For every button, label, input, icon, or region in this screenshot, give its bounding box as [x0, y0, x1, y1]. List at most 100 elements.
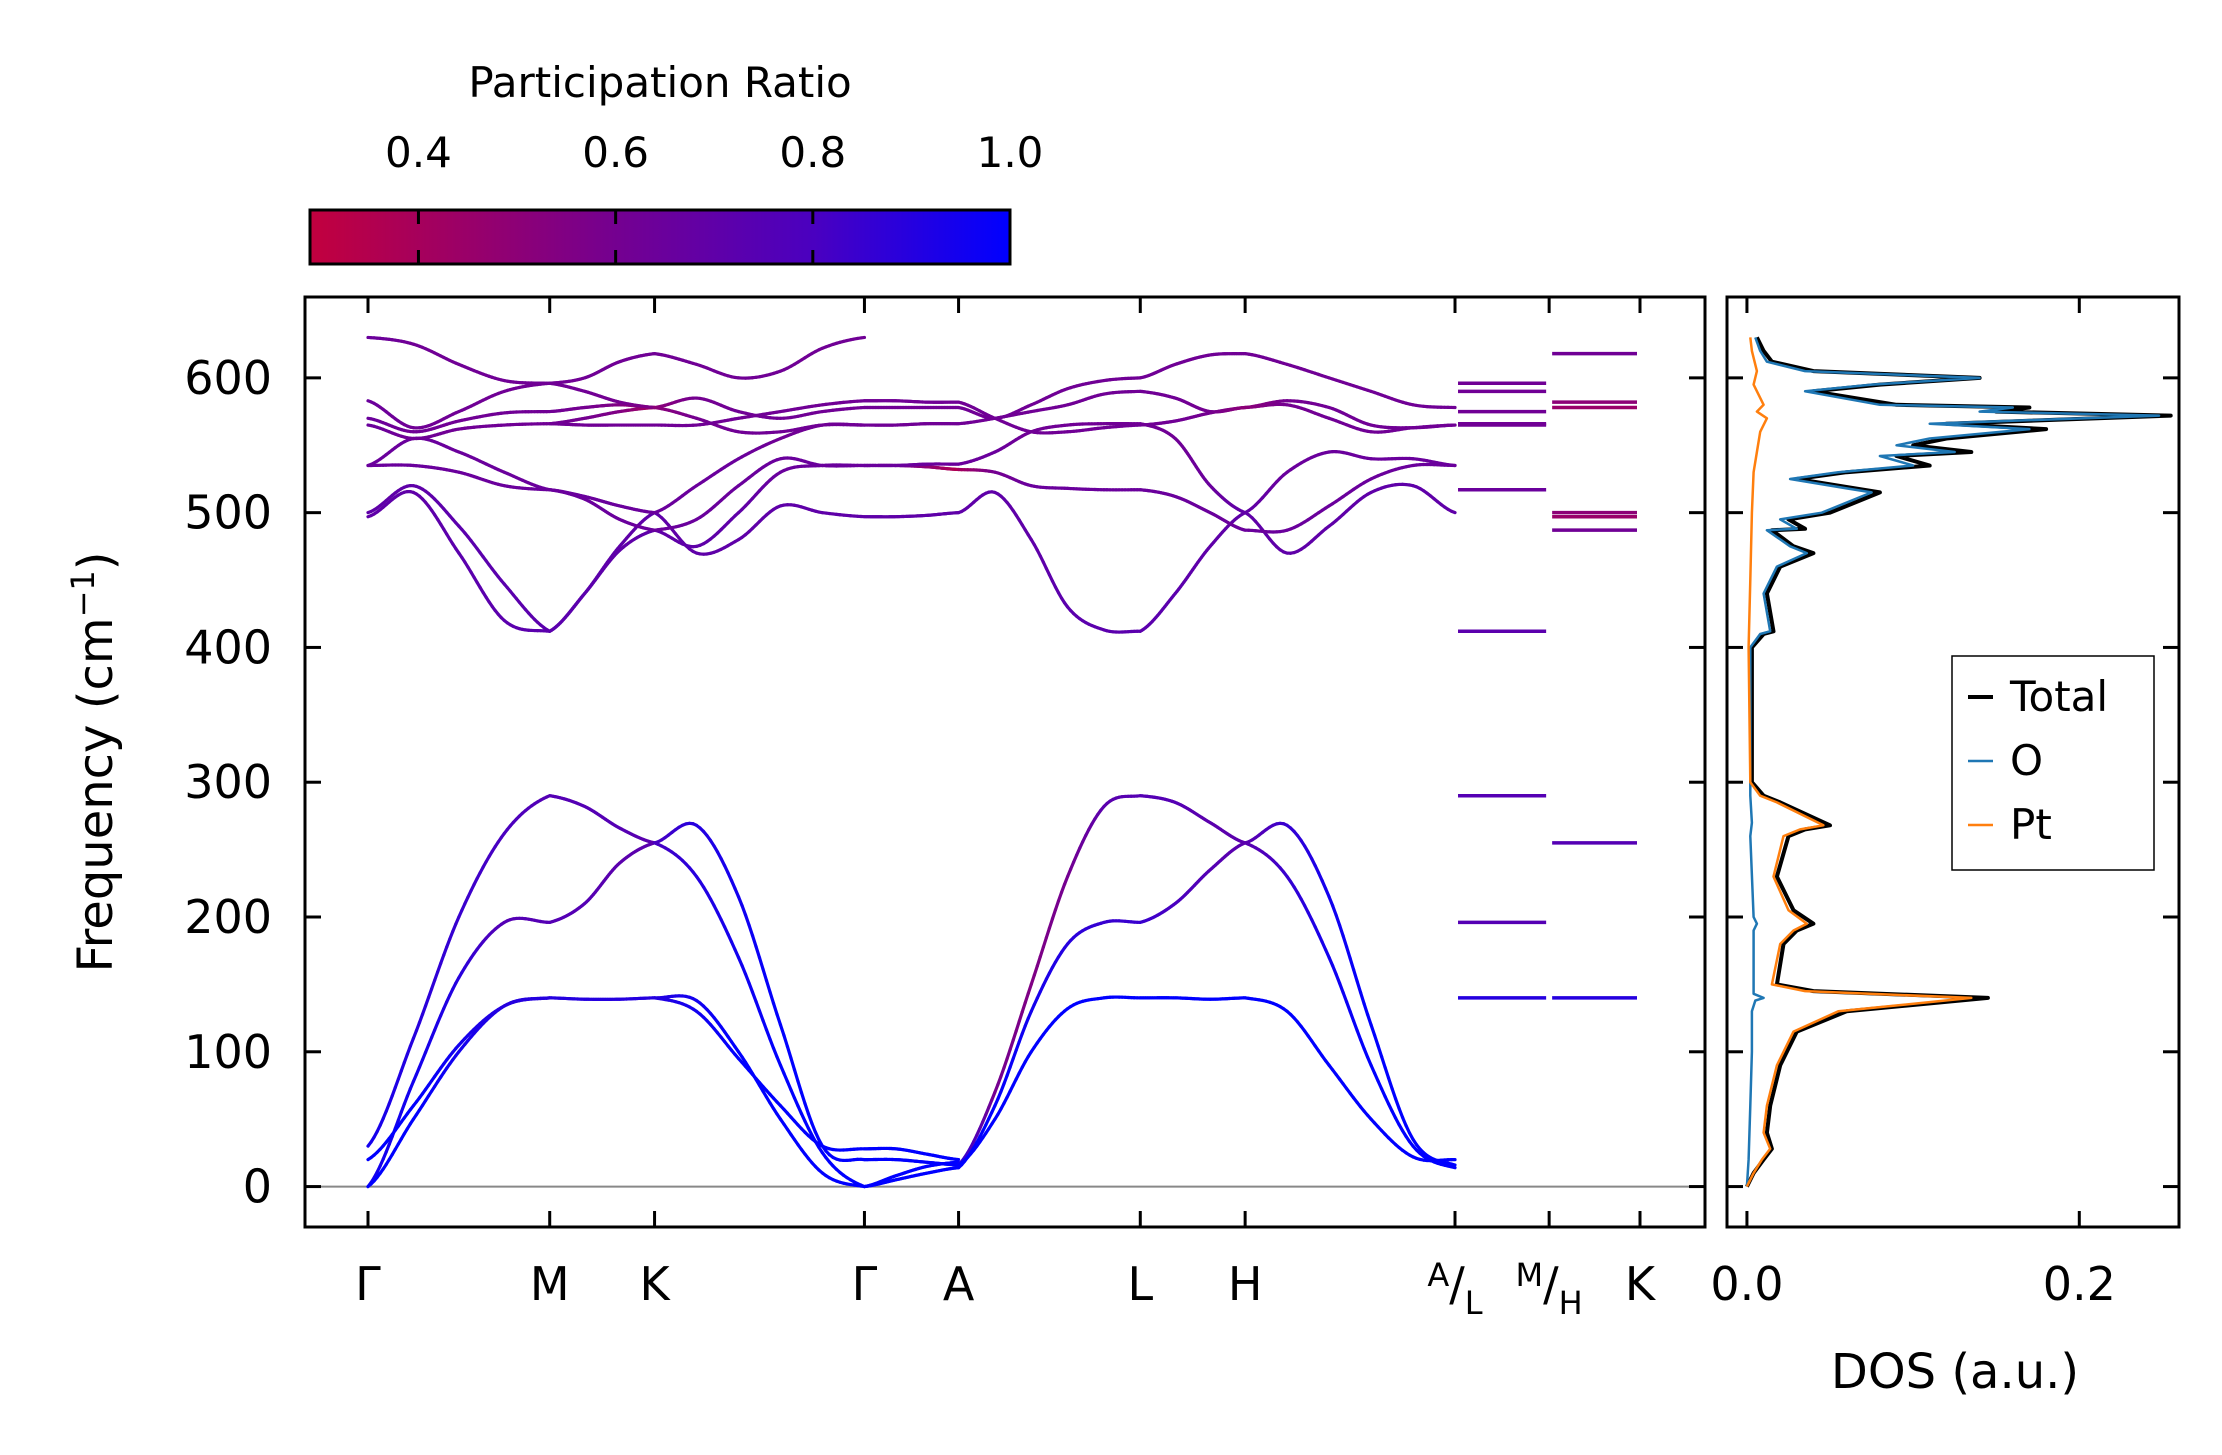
band-line — [862, 511, 961, 519]
y-tick-label: 100 — [184, 1025, 272, 1079]
band-line-segment — [747, 981, 755, 994]
band-line-segment — [1355, 979, 1363, 995]
band-line-segment — [1355, 1028, 1363, 1042]
band-line — [1138, 405, 1247, 427]
y-tick-label: 500 — [184, 486, 272, 540]
band-line-segment — [789, 1056, 797, 1072]
band-line — [366, 463, 552, 492]
k-point-label: H — [1228, 1257, 1263, 1311]
dos-x-axis-label: DOS (a.u.) — [1831, 1344, 2079, 1400]
k-point-label: M/H — [1516, 1256, 1583, 1322]
dos-legend: Total O Pt — [1951, 655, 2155, 871]
dos-panel: 0.0 0.2 DOS (a.u.) Total O Pt — [1710, 295, 2181, 1400]
band-line — [1138, 794, 1247, 845]
band-line-segment — [1386, 1076, 1394, 1091]
band-line-segment — [768, 1037, 776, 1050]
dos-x-tick-label: 0.0 — [1710, 1257, 1783, 1311]
band-line — [1243, 450, 1457, 515]
y-tick-label: 0 — [243, 1160, 272, 1214]
band-line-segment — [1341, 990, 1349, 1004]
dos-plot-frame — [1725, 295, 2181, 1229]
y-tick-label: 200 — [184, 890, 272, 944]
band-line — [652, 405, 867, 435]
band-line-segment — [757, 1009, 765, 1023]
band-line — [1243, 996, 1457, 1163]
colorbar-tick-label: 0.6 — [582, 128, 649, 177]
band-line — [956, 400, 1142, 435]
band-plot-frame — [303, 295, 1707, 1229]
colorbar-gradient — [308, 208, 1012, 266]
band-line-segment — [1348, 1009, 1356, 1023]
band-line — [548, 422, 657, 427]
band-line — [652, 396, 867, 420]
dos-ticks: 0.0 0.2 — [1710, 297, 2179, 1311]
band-line-segment — [1365, 1012, 1373, 1027]
band-line-segment — [1038, 945, 1045, 959]
band-line-segment — [796, 1079, 804, 1095]
colorbar: Participation Ratio 0.4 0.6 0.8 1.0 — [308, 58, 1043, 266]
band-line — [862, 462, 961, 468]
band-line — [956, 467, 1142, 492]
band-line-segment — [1044, 926, 1052, 940]
band-panel: 0 100 200 300 400 500 600 Γ M K Γ A L H A/L M/H K Frequ… — [64, 295, 1707, 1322]
band-line — [1138, 511, 1247, 633]
band-line-segment — [803, 1101, 811, 1116]
band-line-segment — [1334, 913, 1342, 927]
band-line — [652, 399, 867, 428]
band-line-segment — [1358, 990, 1366, 1006]
colorbar-tick-label: 0.8 — [779, 128, 846, 177]
band-line-segment — [771, 1001, 779, 1016]
band-line — [1243, 821, 1457, 1167]
band-line-segment — [1362, 1002, 1370, 1017]
band-line — [652, 996, 867, 1152]
band-line — [366, 422, 552, 441]
band-line — [548, 996, 657, 1001]
band-line — [862, 1160, 961, 1189]
band-line-segment — [1369, 1023, 1377, 1037]
k-point-label: Γ — [355, 1257, 381, 1311]
y-tick-label: 300 — [184, 755, 272, 809]
band-line-segment — [768, 990, 776, 1005]
band-line-segment — [1344, 1000, 1352, 1013]
band-line — [1138, 996, 1247, 1001]
band-line — [652, 335, 867, 380]
band-plot-background — [305, 297, 1705, 1227]
band-line-segment — [782, 1033, 790, 1049]
band-line-segment — [1032, 964, 1039, 977]
band-line — [366, 335, 552, 385]
band-x-ticks: Γ M K Γ A L H A/L M/H K — [355, 297, 1657, 1322]
band-line — [548, 381, 657, 410]
legend-label: O — [2010, 736, 2043, 785]
colorbar-tick-label: 0.4 — [385, 128, 452, 177]
band-line — [1138, 841, 1247, 924]
band-line — [1138, 488, 1247, 532]
band-line-segment — [792, 1068, 800, 1083]
band-line-segment — [1023, 991, 1030, 1005]
band-line-segment — [1011, 1029, 1018, 1043]
band-line — [548, 794, 657, 845]
band-line-segment — [1351, 967, 1359, 983]
band-line — [548, 352, 657, 385]
band-line — [862, 1166, 961, 1189]
band-line — [652, 456, 867, 532]
band-line-segment — [740, 903, 748, 917]
band-line-segment — [1035, 954, 1042, 968]
band-line-segment — [764, 978, 772, 994]
band-line-segment — [1348, 956, 1356, 972]
band-line-segment — [1376, 1044, 1384, 1059]
band-line-segment — [761, 1018, 769, 1032]
band-line-segment — [799, 1091, 807, 1106]
band-line-segment — [785, 1045, 793, 1060]
band-line-segment — [1397, 1106, 1405, 1119]
dos-x-tick-label: 0.2 — [2043, 1257, 2116, 1311]
band-line-segment — [750, 933, 758, 949]
k-point-label: L — [1127, 1257, 1153, 1311]
dos-lines — [1745, 336, 2173, 1188]
band-line-segment — [1449, 1165, 1457, 1170]
band-line-segment — [1047, 917, 1055, 930]
band-line-segment — [1008, 1038, 1015, 1052]
band-line — [956, 919, 1142, 1170]
band-line-segment — [806, 1112, 814, 1126]
band-line-segment — [750, 990, 758, 1004]
